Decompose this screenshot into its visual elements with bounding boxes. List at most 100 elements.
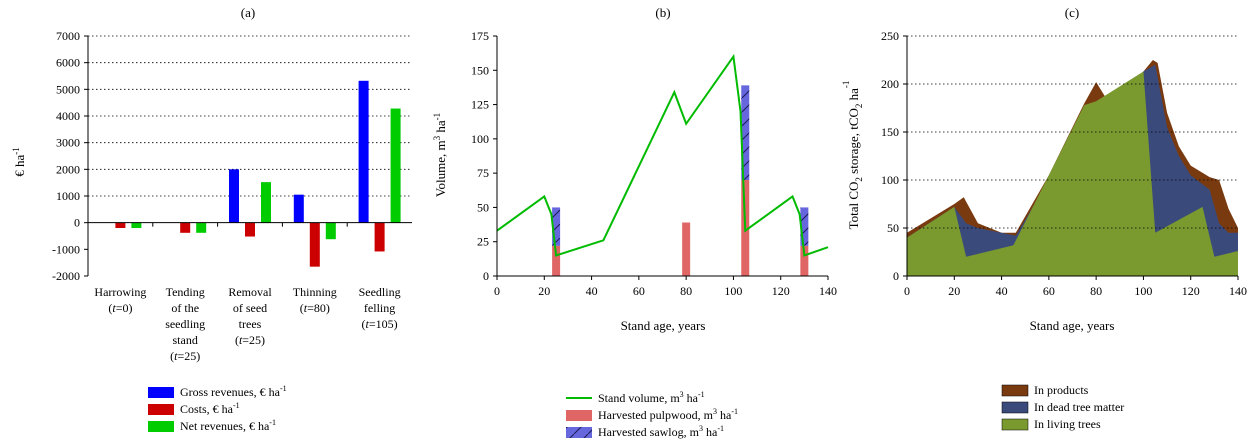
y-tick-label: 2000 [56,162,80,176]
legend-swatch [566,410,592,421]
panel-a-legend: Gross revenues, € ha-1 Costs, € ha-1 Net r… [148,384,287,433]
legend-label: Harvested pulpwood, m3 ha-1 [598,407,738,422]
category-label: of seed [233,301,267,315]
pulpwood-bar [800,245,809,276]
panel-b-x-axis-label: Stand age, years [621,318,706,333]
bar [293,194,304,223]
bar [245,222,255,237]
category-t-label: (t=80) [300,301,330,315]
y-tick-label: 1000 [56,189,80,203]
x-tick-label: 40 [586,284,598,298]
panel-a-title: (a) [241,5,255,20]
y-tick-label: 125 [471,98,489,112]
panel-b-legend: Stand volume, m3 ha-1 Harvested pulpwood,… [566,390,738,439]
x-tick-label: 100 [724,284,742,298]
y-tick-label: -1000 [52,242,80,256]
panel-c-legend: In products In dead tree matter In living … [1001,383,1124,431]
y-tick-label: 50 [477,200,489,214]
legend-label: Harvested sawlog, m3 ha-1 [598,424,724,439]
bar [309,222,320,267]
legend-swatch [148,387,174,398]
y-tick-label: 0 [483,269,489,283]
category-label: stand [173,333,198,347]
category-t-label: (t=0) [108,301,132,315]
y-tick-label: 200 [881,77,899,91]
panel-b-line-chart: (b) Volume, m3 ha-1 Stand age, years 0 25… [432,5,837,439]
panel-b-title: (b) [655,5,670,20]
bar [374,222,385,252]
pulpwood-bar [552,245,561,276]
legend-label: In products [1034,383,1089,397]
sawlog-bar [741,85,750,180]
x-tick-label: 80 [1090,284,1102,298]
legend-label: Net revenues, € ha-1 [180,418,276,433]
bar [115,222,126,228]
y-tick-label: 5000 [56,82,80,96]
bar [358,80,369,223]
panel-a-y-axis-label: € ha-1 [11,147,27,177]
panel-c-x-axis-label: Stand age, years [1030,318,1115,333]
y-tick-label: 4000 [56,109,80,123]
y-tick-label: 3000 [56,136,80,150]
y-tick-label: 0 [893,269,899,283]
legend-swatch [1001,418,1029,431]
legend-label: In dead tree matter [1034,400,1124,414]
panel-c-y-axis-label: Total CO2 storage, tCO2 ha-1 [841,81,864,230]
category-label: seedling [165,317,205,331]
x-tick-label: 60 [1043,284,1055,298]
x-tick-label: 120 [1182,284,1200,298]
y-tick-label: 250 [881,29,899,43]
legend-swatch [1001,384,1029,397]
legend-swatch [1001,401,1029,414]
y-tick-label: 100 [881,173,899,187]
x-tick-label: 0 [494,284,500,298]
x-tick-label: 20 [538,284,550,298]
x-tick-label: 140 [1229,284,1247,298]
x-tick-label: 140 [819,284,837,298]
legend-label: Gross revenues, € ha-1 [180,384,287,399]
bar [180,222,191,233]
category-label: Tending [166,285,205,299]
y-tick-label: 75 [477,166,489,180]
x-tick-label: 100 [1134,284,1152,298]
y-tick-label: 25 [477,235,489,249]
legend-swatch [148,404,174,415]
x-tick-label: 80 [680,284,692,298]
bar [196,222,207,233]
sawlog-bar [800,207,809,246]
legend-swatch [566,427,592,438]
category-t-label: (t=105) [362,317,398,331]
bar [325,222,336,240]
x-tick-label: 0 [904,284,910,298]
x-tick-label: 120 [772,284,790,298]
category-label: Thinning [293,285,337,299]
category-t-label: (t=25) [170,349,200,363]
y-tick-label: 0 [74,216,80,230]
y-tick-label: 150 [471,63,489,77]
legend-label: Stand volume, m3 ha-1 [598,390,705,405]
x-tick-label: 20 [948,284,960,298]
area-in-living-trees [907,71,1238,277]
stand-volume-line [496,53,829,257]
panel-b-y-axis-label: Volume, m3 ha-1 [432,113,448,197]
category-t-label: (t=25) [235,333,265,347]
y-tick-label: -2000 [52,269,80,283]
category-label: Removal [228,285,272,299]
x-tick-label: 60 [633,284,645,298]
bar [229,169,239,223]
panel-c-area-chart: (c) Total CO2 storage, tCO2 ha-1 Stand a… [841,5,1247,431]
category-label: trees [239,317,262,331]
bar [131,222,142,228]
bar [390,108,401,223]
category-label: Seedling [359,285,401,299]
y-tick-label: 6000 [56,56,80,70]
category-label: of the [171,301,199,315]
y-tick-label: 150 [881,125,899,139]
legend-label: In living trees [1034,417,1101,431]
sawlog-bar [552,207,561,246]
x-tick-label: 40 [996,284,1008,298]
panel-a-bar-chart: (a) € ha-1 -2000 -1000 0 1000 2000 3000 4000 50… [11,5,412,433]
legend-label: Costs, € ha-1 [180,401,240,416]
category-label: felling [364,301,395,315]
